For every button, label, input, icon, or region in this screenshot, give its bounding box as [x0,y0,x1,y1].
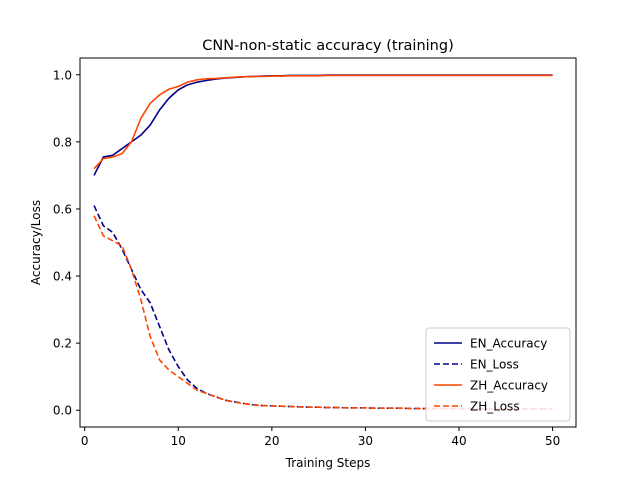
x-tick-label: 40 [451,434,466,448]
y-tick-label: 0.2 [53,337,72,351]
legend-label: EN_Accuracy [470,337,547,351]
series-line-zh-accuracy [93,74,553,170]
series-line-en-loss [93,205,553,410]
y-tick-label: 0.0 [53,404,72,418]
y-axis-label: Accuracy/Loss [29,200,43,285]
axes-frame [79,57,577,428]
x-axis-ticks: 0 10 20 30 40 50 [81,427,560,448]
x-tick-label: 30 [358,434,373,448]
legend-label: EN_Loss [470,358,519,372]
x-axis-label: Training Steps [285,456,371,470]
legend: EN_Accuracy EN_Loss ZH_Accuracy ZH_Loss [425,327,571,422]
series-layer [93,74,553,410]
y-tick-label: 0.4 [53,270,72,284]
legend-box [425,327,571,422]
x-tick-label: 50 [545,434,560,448]
x-tick-label: 10 [171,434,186,448]
legend-label: ZH_Accuracy [470,379,548,393]
x-tick-label: 20 [264,434,279,448]
y-tick-label: 0.6 [53,202,72,216]
y-axis-ticks: 0.0 0.2 0.4 0.6 0.8 1.0 [53,68,80,418]
y-tick-label: 1.0 [53,68,72,82]
legend-label: ZH_Loss [470,400,520,414]
x-tick-label: 0 [81,434,89,448]
chart-title: CNN-non-static accuracy (training) [202,38,453,54]
y-tick-label: 0.8 [53,135,72,149]
